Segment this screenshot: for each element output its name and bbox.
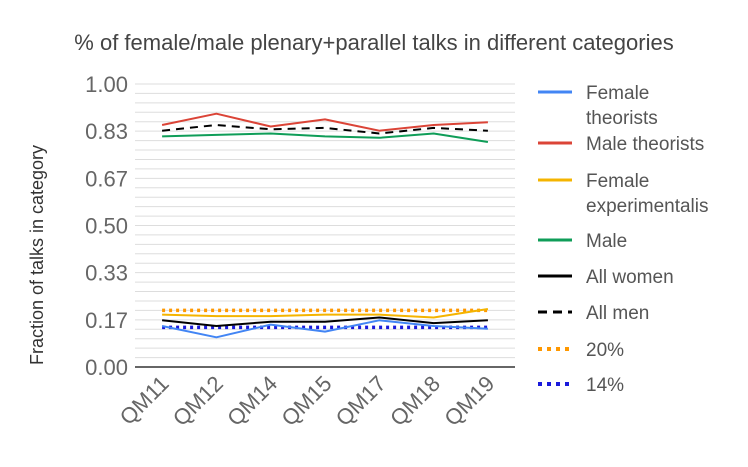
x-tick-label: QM14 <box>222 371 282 431</box>
series-line <box>161 112 488 132</box>
y-tick-labels: 1.00 0.83 0.67 0.50 0.33 0.17 0.00 <box>85 72 128 380</box>
series-lines <box>161 112 489 339</box>
legend: Female theorists Male theorists Female exper… <box>538 83 709 396</box>
legend-label: Female theorists <box>586 83 658 129</box>
y-tick-label: 0.67 <box>85 166 128 191</box>
series-line <box>161 316 488 327</box>
x-tick-label: QM15 <box>276 371 336 431</box>
legend-label: Female experimentalis <box>586 171 709 217</box>
series-line <box>162 308 489 319</box>
chart-title: % of female/male plenary+parallel talks … <box>74 30 673 55</box>
y-axis-label: Fraction of talks in category <box>27 145 47 365</box>
y-tick-label: 0.83 <box>85 119 128 144</box>
x-tick-label: QM12 <box>168 371 228 431</box>
legend-label: 20% <box>586 340 624 361</box>
y-tick-label: 0.00 <box>85 355 128 380</box>
y-tick-label: 0.50 <box>85 214 128 239</box>
legend-label: 14% <box>586 375 624 396</box>
y-tick-label: 1.00 <box>85 72 128 97</box>
legend-label: All women <box>586 267 674 288</box>
legend-label: Male theorists <box>586 134 704 155</box>
series-line <box>161 124 488 135</box>
series-line <box>162 132 489 143</box>
x-tick-label: QM19 <box>439 371 499 431</box>
x-tick-label: QM17 <box>331 371 391 431</box>
x-tick-label: QM18 <box>385 371 445 431</box>
y-tick-label: 0.33 <box>85 261 128 286</box>
legend-label: All men <box>586 303 649 324</box>
series-line <box>161 319 488 339</box>
grid-lines <box>135 83 515 368</box>
y-tick-label: 0.17 <box>85 308 128 333</box>
legend-label: Male <box>586 231 627 252</box>
